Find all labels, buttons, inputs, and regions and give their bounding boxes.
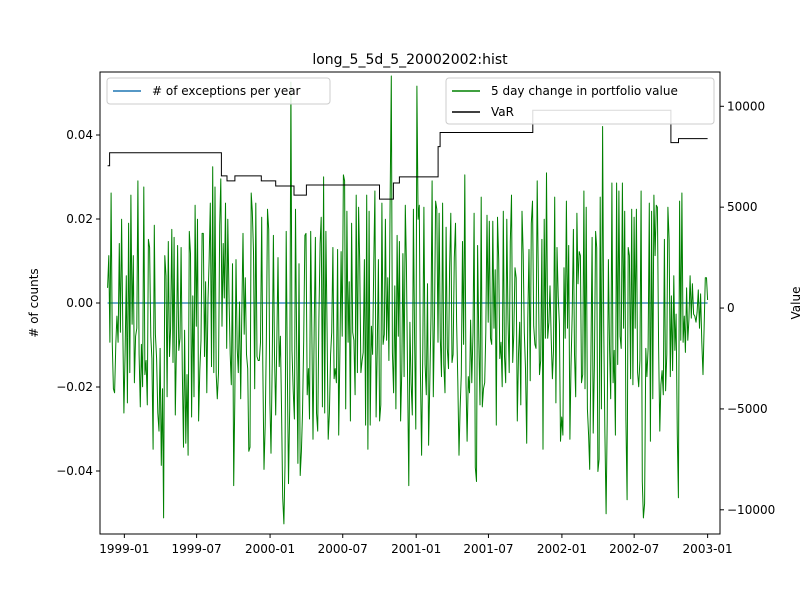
axes-layer: 1999-01 1999-07 2000-01 2000-07 2001-01 2001-…	[56, 99, 775, 556]
legend-left-box	[106, 77, 331, 105]
series-portfolio-change-line	[107, 75, 709, 525]
y-left-tick-label: −0.02	[56, 380, 93, 394]
x-tick-label: 1999-07	[172, 542, 222, 556]
x-tick-label: 1999-01	[99, 542, 149, 556]
y-axis-left-label: # of counts	[27, 268, 41, 337]
plot-area	[107, 75, 709, 525]
x-tick-label: 2001-07	[463, 542, 513, 556]
legend-label-portfolio-change: 5 day change in portfolio value	[491, 84, 678, 98]
y-right-tick-label: −10000	[727, 503, 775, 517]
y-right-tick-label: 10000	[727, 99, 765, 113]
legend-right: 5 day change in portfolio value VaR	[445, 77, 715, 125]
x-tick-label: 2002-07	[609, 542, 659, 556]
y-left-tick-label: 0.02	[66, 212, 93, 226]
y-right-tick-label: 5000	[727, 200, 758, 214]
y-axis-right-label: Value	[789, 287, 800, 320]
series-var-step-line	[107, 109, 708, 200]
legend-label-exceptions: # of exceptions per year	[152, 84, 301, 98]
y-right-tick-label: 0	[727, 301, 735, 315]
y-left-tick-label: −0.04	[56, 464, 93, 478]
x-tick-label: 2000-01	[245, 542, 295, 556]
legend-label-var: VaR	[491, 105, 514, 119]
x-tick-label: 2001-01	[391, 542, 441, 556]
x-tick-label: 2003-01	[683, 542, 733, 556]
x-tick-label: 2000-07	[318, 542, 368, 556]
y-right-tick-label: −5000	[727, 402, 768, 416]
legend-right-box	[445, 77, 715, 125]
y-left-tick-label: 0.04	[66, 128, 93, 142]
x-tick-label: 2002-01	[537, 542, 587, 556]
chart-title: long_5_5d_5_20002002:hist	[312, 52, 508, 68]
y-left-tick-label: 0.00	[66, 296, 93, 310]
legend-left: # of exceptions per year	[106, 77, 331, 105]
